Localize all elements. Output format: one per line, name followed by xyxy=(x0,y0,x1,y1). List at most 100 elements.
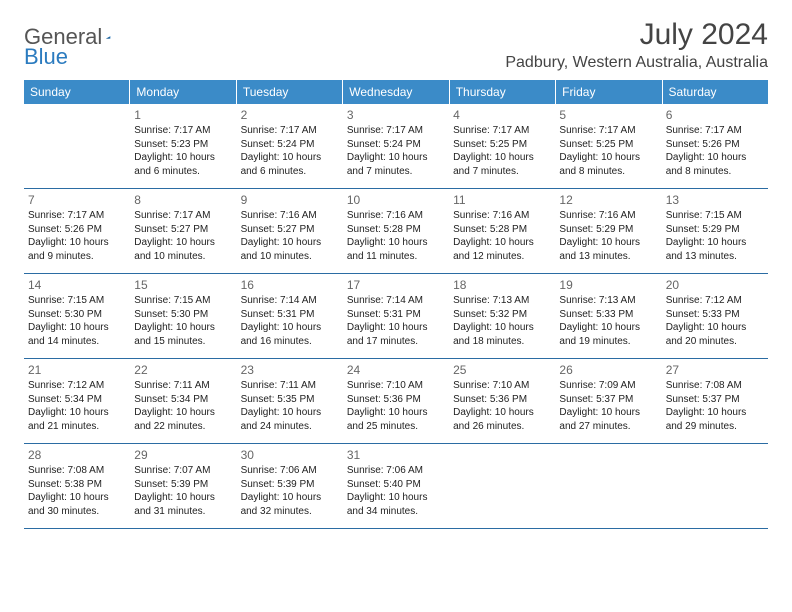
sunrise-text: Sunrise: 7:12 AM xyxy=(28,379,126,393)
day-number: 10 xyxy=(347,192,445,208)
day-number: 24 xyxy=(347,362,445,378)
sunrise-text: Sunrise: 7:16 AM xyxy=(453,209,551,223)
sunrise-text: Sunrise: 7:17 AM xyxy=(134,124,232,138)
day-cell: 18Sunrise: 7:13 AMSunset: 5:32 PMDayligh… xyxy=(449,274,555,358)
sunset-text: Sunset: 5:25 PM xyxy=(559,138,657,152)
day-cell: 13Sunrise: 7:15 AMSunset: 5:29 PMDayligh… xyxy=(662,189,768,273)
sunset-text: Sunset: 5:39 PM xyxy=(241,478,339,492)
daylight-text: Daylight: 10 hours and 22 minutes. xyxy=(134,406,232,433)
sunrise-text: Sunrise: 7:11 AM xyxy=(134,379,232,393)
sunset-text: Sunset: 5:34 PM xyxy=(134,393,232,407)
sunset-text: Sunset: 5:28 PM xyxy=(453,223,551,237)
sunrise-text: Sunrise: 7:09 AM xyxy=(559,379,657,393)
day-cell: 30Sunrise: 7:06 AMSunset: 5:39 PMDayligh… xyxy=(237,444,343,528)
sunset-text: Sunset: 5:29 PM xyxy=(666,223,764,237)
daylight-text: Daylight: 10 hours and 24 minutes. xyxy=(241,406,339,433)
logo-text-2: Blue xyxy=(24,44,68,69)
day-number: 13 xyxy=(666,192,764,208)
day-cell: 3Sunrise: 7:17 AMSunset: 5:24 PMDaylight… xyxy=(343,104,449,188)
day-cell: 14Sunrise: 7:15 AMSunset: 5:30 PMDayligh… xyxy=(24,274,130,358)
day-cell: 6Sunrise: 7:17 AMSunset: 5:26 PMDaylight… xyxy=(662,104,768,188)
day-cell: 9Sunrise: 7:16 AMSunset: 5:27 PMDaylight… xyxy=(237,189,343,273)
sunset-text: Sunset: 5:33 PM xyxy=(666,308,764,322)
day-number: 1 xyxy=(134,107,232,123)
day-header-row: SundayMondayTuesdayWednesdayThursdayFrid… xyxy=(24,80,768,104)
header: General July 2024 Padbury, Western Austr… xyxy=(24,18,768,72)
day-number: 26 xyxy=(559,362,657,378)
day-cell: 16Sunrise: 7:14 AMSunset: 5:31 PMDayligh… xyxy=(237,274,343,358)
day-number: 22 xyxy=(134,362,232,378)
day-number: 4 xyxy=(453,107,551,123)
daylight-text: Daylight: 10 hours and 10 minutes. xyxy=(134,236,232,263)
daylight-text: Daylight: 10 hours and 19 minutes. xyxy=(559,321,657,348)
daylight-text: Daylight: 10 hours and 34 minutes. xyxy=(347,491,445,518)
daylight-text: Daylight: 10 hours and 32 minutes. xyxy=(241,491,339,518)
sunrise-text: Sunrise: 7:16 AM xyxy=(559,209,657,223)
day-number: 23 xyxy=(241,362,339,378)
day-header-cell: Friday xyxy=(556,80,662,104)
sunrise-text: Sunrise: 7:15 AM xyxy=(134,294,232,308)
day-cell: 25Sunrise: 7:10 AMSunset: 5:36 PMDayligh… xyxy=(449,359,555,443)
sunrise-text: Sunrise: 7:13 AM xyxy=(453,294,551,308)
day-number: 18 xyxy=(453,277,551,293)
day-cell: 7Sunrise: 7:17 AMSunset: 5:26 PMDaylight… xyxy=(24,189,130,273)
title-block: July 2024 Padbury, Western Australia, Au… xyxy=(505,18,768,72)
sunset-text: Sunset: 5:33 PM xyxy=(559,308,657,322)
day-header-cell: Saturday xyxy=(663,80,768,104)
sunrise-text: Sunrise: 7:15 AM xyxy=(28,294,126,308)
week-row: 7Sunrise: 7:17 AMSunset: 5:26 PMDaylight… xyxy=(24,189,768,274)
sunrise-text: Sunrise: 7:17 AM xyxy=(666,124,764,138)
day-cell: 23Sunrise: 7:11 AMSunset: 5:35 PMDayligh… xyxy=(237,359,343,443)
day-header-cell: Tuesday xyxy=(237,80,343,104)
sunset-text: Sunset: 5:27 PM xyxy=(134,223,232,237)
sunset-text: Sunset: 5:24 PM xyxy=(347,138,445,152)
sunrise-text: Sunrise: 7:14 AM xyxy=(347,294,445,308)
sunset-text: Sunset: 5:36 PM xyxy=(453,393,551,407)
day-number: 5 xyxy=(559,107,657,123)
day-header-cell: Sunday xyxy=(24,80,130,104)
sunrise-text: Sunrise: 7:08 AM xyxy=(666,379,764,393)
day-cell: 11Sunrise: 7:16 AMSunset: 5:28 PMDayligh… xyxy=(449,189,555,273)
day-cell: 26Sunrise: 7:09 AMSunset: 5:37 PMDayligh… xyxy=(555,359,661,443)
daylight-text: Daylight: 10 hours and 16 minutes. xyxy=(241,321,339,348)
day-number: 19 xyxy=(559,277,657,293)
sunset-text: Sunset: 5:26 PM xyxy=(28,223,126,237)
sunrise-text: Sunrise: 7:07 AM xyxy=(134,464,232,478)
daylight-text: Daylight: 10 hours and 10 minutes. xyxy=(241,236,339,263)
day-number: 16 xyxy=(241,277,339,293)
daylight-text: Daylight: 10 hours and 18 minutes. xyxy=(453,321,551,348)
daylight-text: Daylight: 10 hours and 21 minutes. xyxy=(28,406,126,433)
sunrise-text: Sunrise: 7:10 AM xyxy=(347,379,445,393)
day-header-cell: Thursday xyxy=(450,80,556,104)
sunrise-text: Sunrise: 7:14 AM xyxy=(241,294,339,308)
week-row: 14Sunrise: 7:15 AMSunset: 5:30 PMDayligh… xyxy=(24,274,768,359)
daylight-text: Daylight: 10 hours and 30 minutes. xyxy=(28,491,126,518)
day-number: 3 xyxy=(347,107,445,123)
sunrise-text: Sunrise: 7:08 AM xyxy=(28,464,126,478)
daylight-text: Daylight: 10 hours and 8 minutes. xyxy=(666,151,764,178)
sunset-text: Sunset: 5:31 PM xyxy=(347,308,445,322)
sunrise-text: Sunrise: 7:06 AM xyxy=(347,464,445,478)
sunset-text: Sunset: 5:38 PM xyxy=(28,478,126,492)
daylight-text: Daylight: 10 hours and 12 minutes. xyxy=(453,236,551,263)
day-number: 8 xyxy=(134,192,232,208)
sunset-text: Sunset: 5:23 PM xyxy=(134,138,232,152)
daylight-text: Daylight: 10 hours and 8 minutes. xyxy=(559,151,657,178)
day-header-cell: Monday xyxy=(130,80,236,104)
daylight-text: Daylight: 10 hours and 6 minutes. xyxy=(134,151,232,178)
sunrise-text: Sunrise: 7:16 AM xyxy=(347,209,445,223)
sunset-text: Sunset: 5:39 PM xyxy=(134,478,232,492)
sunset-text: Sunset: 5:36 PM xyxy=(347,393,445,407)
sunrise-text: Sunrise: 7:17 AM xyxy=(347,124,445,138)
day-number: 28 xyxy=(28,447,126,463)
sunrise-text: Sunrise: 7:17 AM xyxy=(241,124,339,138)
sunrise-text: Sunrise: 7:13 AM xyxy=(559,294,657,308)
day-number: 30 xyxy=(241,447,339,463)
logo-triangle-icon xyxy=(106,28,110,46)
sunrise-text: Sunrise: 7:16 AM xyxy=(241,209,339,223)
day-cell: 21Sunrise: 7:12 AMSunset: 5:34 PMDayligh… xyxy=(24,359,130,443)
sunset-text: Sunset: 5:34 PM xyxy=(28,393,126,407)
daylight-text: Daylight: 10 hours and 14 minutes. xyxy=(28,321,126,348)
day-number: 31 xyxy=(347,447,445,463)
day-cell: 5Sunrise: 7:17 AMSunset: 5:25 PMDaylight… xyxy=(555,104,661,188)
